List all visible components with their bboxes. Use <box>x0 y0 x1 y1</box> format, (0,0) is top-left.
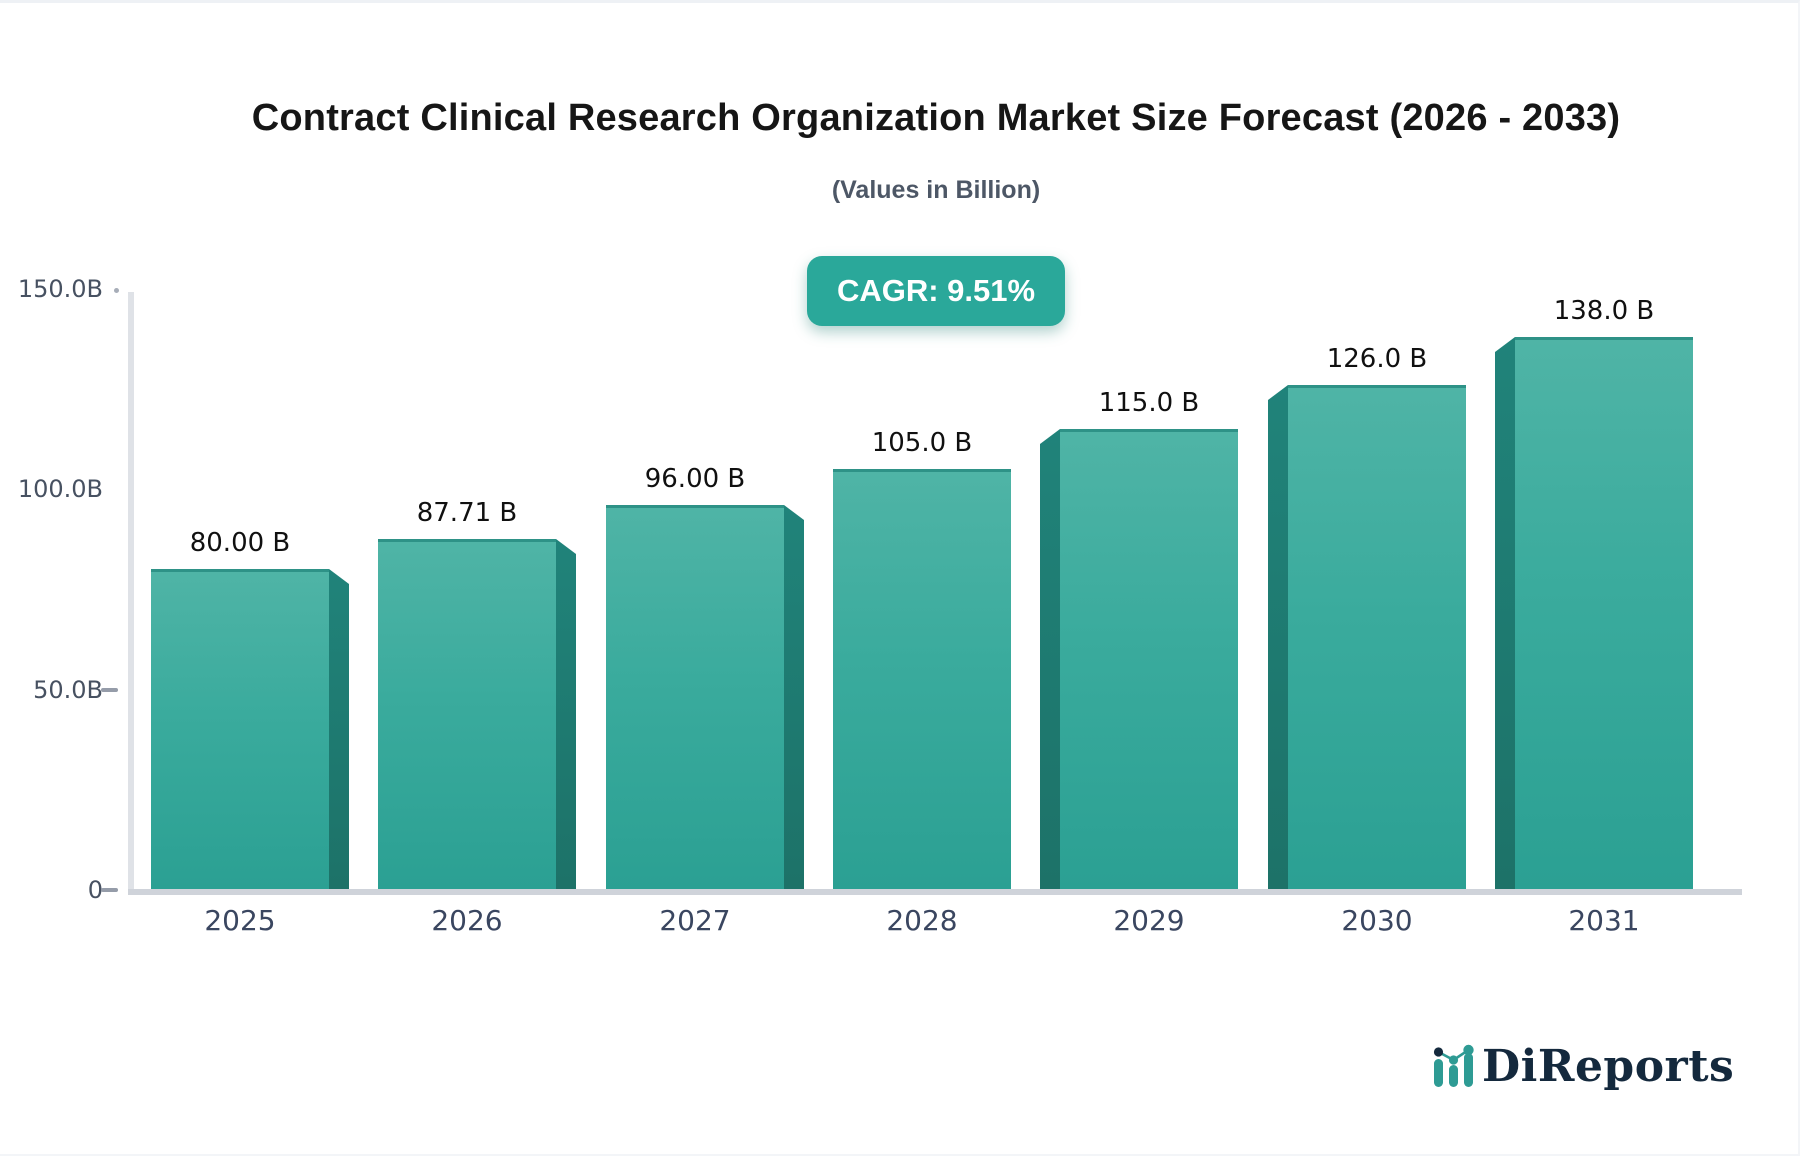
bar-value-label: 126.0 B <box>1326 344 1428 374</box>
bar-2026 <box>378 539 556 889</box>
direports-logo: DiReports <box>1428 1033 1734 1103</box>
bar-bevel-2031 <box>1495 337 1515 889</box>
bar-value-label: 105.0 B <box>871 428 973 458</box>
bar-value-label: 138.0 B <box>1553 296 1655 326</box>
x-axis-label-2026: 2026 <box>431 904 503 937</box>
bar-bevel-2025 <box>329 569 349 889</box>
bar-bevel-2026 <box>556 539 576 889</box>
bar-value-label: 87.71 B <box>416 498 518 528</box>
x-axis-label-2025: 2025 <box>204 904 276 937</box>
x-axis-label-2028: 2028 <box>886 904 958 937</box>
x-axis-label-2029: 2029 <box>1113 904 1185 937</box>
bar-value-label: 96.00 B <box>644 464 746 494</box>
bar-bevel-2027 <box>784 505 804 889</box>
y-tick-label: 0 <box>87 876 103 904</box>
bar-bevel-2029 <box>1040 429 1060 889</box>
bar-2025 <box>151 569 329 889</box>
bar-2027 <box>606 505 784 889</box>
y-tick-label: 150.0B <box>17 275 103 303</box>
x-axis-label-2027: 2027 <box>659 904 731 937</box>
bar-bevel-2030 <box>1268 385 1288 889</box>
bar-2028 <box>833 469 1011 889</box>
y-tick-mark <box>101 688 118 692</box>
logo-text: DiReports <box>1482 1041 1735 1092</box>
x-axis-label-2030: 2030 <box>1341 904 1413 937</box>
x-axis-label-2031: 2031 <box>1568 904 1640 937</box>
y-tick-mark <box>114 288 119 293</box>
y-tick-mark <box>101 888 118 892</box>
chart-subtitle: (Values in Billion) <box>831 176 1041 204</box>
x-axis-baseline <box>128 889 1742 895</box>
bar-2029 <box>1060 429 1238 889</box>
bar-value-label: 80.00 B <box>189 528 291 558</box>
cagr-badge: CAGR: 9.51% <box>806 256 1066 326</box>
chart-title: Contract Clinical Research Organization … <box>251 97 1621 139</box>
mini-bar-chart-icon <box>1433 1044 1474 1087</box>
y-axis-line <box>128 292 134 895</box>
bar-2031 <box>1515 337 1693 889</box>
y-tick-label: 50.0B <box>33 676 103 704</box>
cagr-badge-wrap: CAGR: 9.51% <box>130 256 1742 326</box>
y-tick-label: 100.0B <box>17 475 103 503</box>
bar-2030 <box>1288 385 1466 889</box>
bar-value-label: 115.0 B <box>1098 388 1200 418</box>
